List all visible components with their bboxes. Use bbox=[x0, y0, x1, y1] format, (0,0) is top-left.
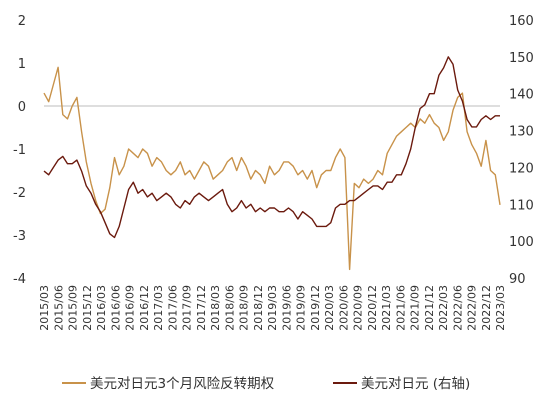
x-tick-label: 2016/09 bbox=[124, 285, 137, 331]
x-tick-label: 2018/12 bbox=[252, 285, 265, 331]
x-tick-label: 2019/06 bbox=[280, 285, 293, 331]
x-tick-label: 2021/12 bbox=[423, 285, 436, 331]
y-left-tick-label: -3 bbox=[13, 229, 26, 244]
x-tick-label: 2022/03 bbox=[437, 285, 450, 331]
x-tick-label: 2023/03 bbox=[494, 285, 507, 331]
x-tick-label: 2021/06 bbox=[394, 285, 407, 331]
right-y-axis-ticks: 160 150 140 130 120 110 100 90 bbox=[509, 14, 534, 287]
x-tick-label: 2016/06 bbox=[109, 285, 122, 331]
legend-label-usdjpy: 美元对日元 (右轴) bbox=[361, 376, 470, 392]
x-tick-label: 2015/12 bbox=[81, 285, 94, 331]
x-tick-label: 2020/03 bbox=[323, 285, 336, 331]
series-line-usdjpy bbox=[43, 56, 500, 239]
legend-label-risk-reversal: 美元对日元3个月风险反转期权 bbox=[90, 375, 275, 392]
y-right-tick-label: 90 bbox=[509, 272, 526, 287]
x-tick-label: 2015/03 bbox=[38, 285, 51, 331]
y-right-tick-label: 140 bbox=[509, 88, 534, 103]
x-tick-label: 2020/06 bbox=[337, 285, 350, 331]
y-right-tick-label: 130 bbox=[509, 125, 534, 140]
x-tick-label: 2016/03 bbox=[95, 285, 108, 331]
y-right-tick-label: 150 bbox=[509, 51, 534, 66]
x-tick-label: 2021/03 bbox=[380, 285, 393, 331]
series-lines bbox=[43, 56, 501, 271]
y-left-tick-label: 0 bbox=[18, 100, 26, 115]
x-tick-label: 2019/12 bbox=[309, 285, 322, 331]
y-left-tick-label: -1 bbox=[13, 143, 26, 158]
x-tick-label: 2015/09 bbox=[67, 285, 80, 331]
y-left-tick-label: -4 bbox=[13, 272, 26, 287]
y-left-tick-label: 2 bbox=[18, 14, 26, 29]
legend: 美元对日元3个月风险反转期权 美元对日元 (右轴) bbox=[62, 375, 470, 392]
y-right-tick-label: 120 bbox=[509, 161, 534, 176]
x-tick-label: 2017/06 bbox=[166, 285, 179, 331]
x-axis-ticks: 2015/03 2015/06 2015/09 2015/12 2016/03 2016/… bbox=[38, 285, 507, 331]
x-tick-label: 2018/06 bbox=[223, 285, 236, 331]
x-tick-label: 2022/12 bbox=[480, 285, 493, 331]
x-tick-label: 2020/09 bbox=[352, 285, 365, 331]
x-tick-label: 2017/12 bbox=[195, 285, 208, 331]
x-tick-label: 2016/12 bbox=[138, 285, 151, 331]
y-right-tick-label: 100 bbox=[509, 235, 534, 250]
y-left-tick-label: 1 bbox=[18, 57, 26, 72]
x-tick-label: 2022/06 bbox=[451, 285, 464, 331]
x-tick-label: 2015/06 bbox=[52, 285, 65, 331]
x-tick-label: 2019/03 bbox=[266, 285, 279, 331]
y-right-tick-label: 110 bbox=[509, 198, 534, 213]
y-right-tick-label: 160 bbox=[509, 14, 534, 29]
x-tick-label: 2018/03 bbox=[209, 285, 222, 331]
x-tick-label: 2017/03 bbox=[152, 285, 165, 331]
x-tick-label: 2018/09 bbox=[238, 285, 251, 331]
x-tick-label: 2020/12 bbox=[366, 285, 379, 331]
y-left-tick-label: -2 bbox=[13, 186, 26, 201]
x-tick-label: 2017/09 bbox=[181, 285, 194, 331]
x-tick-label: 2022/09 bbox=[466, 285, 479, 331]
series-line-risk-reversal bbox=[43, 66, 501, 271]
x-tick-label: 2019/09 bbox=[295, 285, 308, 331]
left-y-axis-ticks: 2 1 0 -1 -2 -3 -4 bbox=[13, 14, 26, 287]
x-tick-label: 2021/09 bbox=[409, 285, 422, 331]
